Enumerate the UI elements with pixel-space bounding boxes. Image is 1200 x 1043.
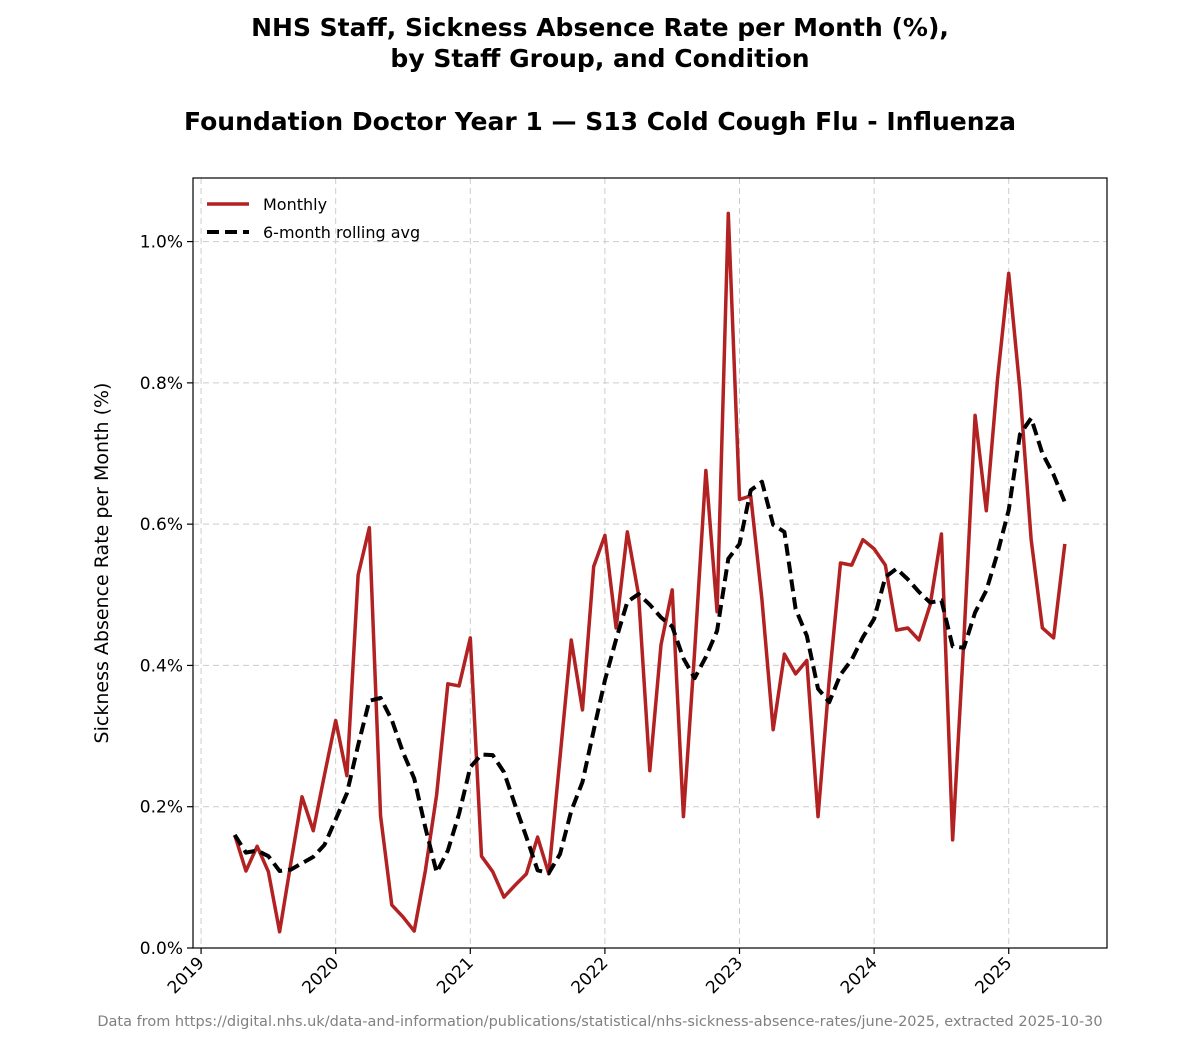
legend-label: Monthly [263,195,327,214]
x-tick-label: 2022 [568,953,613,998]
y-tick-label: 0.6% [140,515,183,535]
legend-label: 6-month rolling avg [263,223,420,242]
y-tick-label: 0.4% [140,656,183,676]
source-note: Data from https://digital.nhs.uk/data-an… [97,1014,1102,1030]
chart-subtitle: Foundation Doctor Year 1 — S13 Cold Coug… [184,107,1016,136]
x-tick-label: 2024 [837,953,882,998]
series-line [233,416,1067,876]
x-tick-label: 2020 [298,953,343,998]
y-tick-label: 0.2% [140,798,183,818]
y-tick-label: 1.0% [140,233,183,253]
plot-frame [192,177,1108,949]
chart-title: NHS Staff, Sickness Absence Rate per Mon… [251,13,949,42]
series-line [233,211,1067,934]
x-tick-label: 2021 [433,953,478,998]
x-tick-label: 2023 [702,953,747,998]
chart-title: by Staff Group, and Condition [390,44,809,73]
y-tick-label: 0.0% [140,939,183,959]
x-tick-label: 2025 [972,953,1017,998]
y-tick-label: 0.8% [140,374,183,394]
y-axis-label: Sickness Absence Rate per Month (%) [91,383,113,744]
x-tick-label: 2019 [164,953,209,998]
